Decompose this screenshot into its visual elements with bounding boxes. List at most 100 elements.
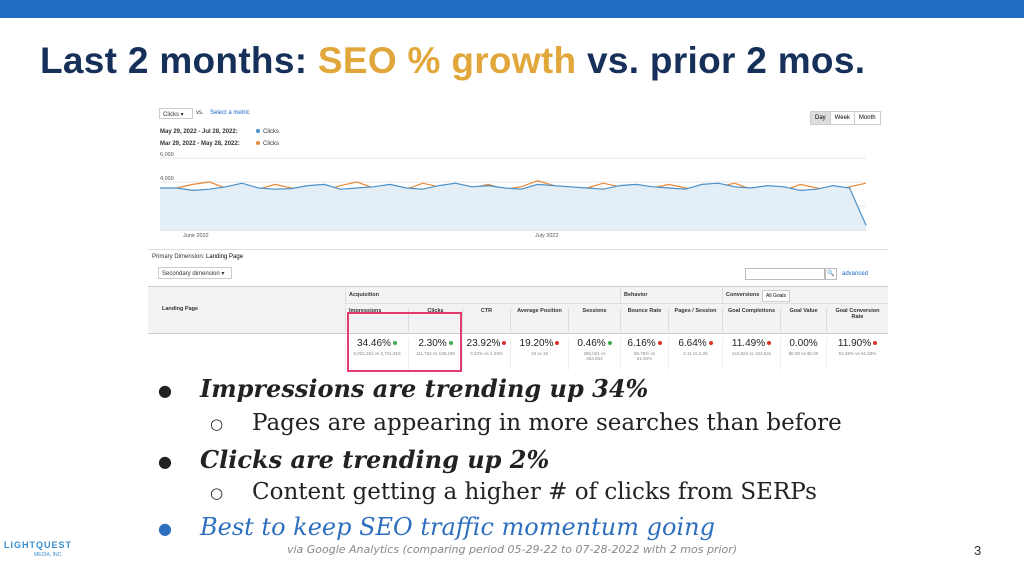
trend-dot [555,341,560,346]
sub-bullet: ○ Content getting a higher # of clicks fr… [210,479,817,505]
search-box[interactable] [745,268,825,280]
primary-dimension-label: Primary Dimension: [152,254,205,260]
metric-detail: 2.11 vs 2.26 [683,351,708,356]
logo-sub: MEDIA, INC. [34,552,63,558]
period-button[interactable]: Week [829,111,855,125]
metric-value: 11.49% [731,338,766,349]
y-tick-label: 6,000 [160,152,174,158]
column-header: Clicks [408,308,462,332]
column-header: Bounce Rate [620,308,668,332]
bullet: ● Clicks are trending up 2% [158,445,549,474]
legend-name: Clicks [263,129,279,135]
metric-detail: 3.22% vs 4.23% [470,351,503,356]
search-button[interactable]: 🔍 [825,268,837,280]
column-header: Goal Conversion Rate [826,308,888,332]
metric-row: 0.46% [569,338,620,349]
trend-dot [448,341,453,346]
metric-detail: 144,823 vs 163,631 [731,351,772,356]
metric-cell: 6.16% 65.76% vs 61.94% [620,338,668,370]
sub-bullet: ○ Pages are appearing in more searches th… [210,410,842,436]
sub-text: Content getting a higher # of clicks fro… [252,479,817,505]
primary-dimension[interactable]: Landing Page [206,254,244,260]
metric-cell: 0.46% 266,021 vs 264,803 [568,338,620,370]
trend-dot [708,341,713,346]
secondary-dimension[interactable]: Secondary dimension ▾ [158,267,232,279]
trend-dot [767,341,772,346]
sub-marker: ○ [210,415,224,433]
footer: via Google Analytics (comparing period 0… [286,543,738,556]
bullet-marker: ● [158,519,172,538]
bullet-text: Impressions are trending up 34% [200,374,649,403]
metric-select[interactable]: Clicks ▾ [159,108,193,119]
column-header: Goal Completions [722,308,780,332]
slide-title: Last 2 months: SEO % growth vs. prior 2 … [40,40,865,82]
advanced-link[interactable]: advanced [842,271,869,277]
top-bar [0,0,1024,18]
logo: LIGHTQUEST [4,540,72,550]
trend-dot [502,341,507,346]
metric-value: 2.30% [418,338,447,349]
metric-row: 6.64% [669,338,722,349]
metric-row: 0.00% [781,338,826,349]
group-header: Behavior [620,286,722,304]
page-number: 3 [974,543,982,558]
metric-cell: 23.92% 3.22% vs 4.23% [462,338,510,370]
period-button[interactable]: Month [853,111,881,125]
metric-detail: 19 vs 16 [530,351,548,356]
column-header: Goal Value [780,308,826,332]
x-label: July 2022 [535,233,559,239]
metric-detail: 65.76% vs 61.94% [633,351,655,361]
metric-value: 6.64% [678,338,707,349]
bullet: ● Best to keep SEO traffic momentum going [158,513,715,541]
title-highlight: SEO % growth [317,40,577,81]
metric-cell: 11.49% 144,823 vs 163,631 [722,338,780,370]
legend-dot [256,141,260,145]
x-label: June 2022 [183,233,209,239]
trend-dot [873,341,878,346]
metric-cell: 11.90% 54.26% vs 61.58% [826,338,888,370]
trend-dot [392,341,397,346]
analytics-screenshot: Clicks ▾ vs. Select a metric Day Week Mont… [148,100,888,372]
metric-value: 6.16% [627,338,656,349]
metric-row: 6.16% [621,338,668,349]
data-table: Landing Page Acquisition Behavior Conversio… [148,286,888,372]
group-header: Conversions [722,286,888,304]
sub-text: Pages are appearing in more searches tha… [252,410,842,436]
metric-cell: 34.46% 5,032,151 vs 3,741,910 [345,338,408,370]
metric-cell: 19.20% 19 vs 16 [510,338,568,370]
title-part: vs. prior 2 mos. [576,40,866,81]
metric-detail: $0.00 vs $0.00 [788,351,819,356]
goals-select[interactable]: All Goals [762,290,791,302]
y-tick-label: 4,000 [160,176,174,182]
metric-value: 19.20% [519,338,554,349]
legend-range: Mar 29, 2022 - May 28, 2022: [160,141,240,147]
metric-value: 0.46% [577,338,606,349]
metric-cell: 2.30% 111,762 vs 109,249 [408,338,462,370]
sub-marker: ○ [210,484,224,502]
metric-value: 34.46% [357,338,391,349]
metric-cell: 0.00% $0.00 vs $0.00 [780,338,826,370]
metric-row: 19.20% [511,338,568,349]
metric-value: 23.92% [466,338,501,349]
column-header: Impressions [345,308,408,332]
metric-value: 11.90% [837,338,872,349]
title-part: Last 2 months: [40,40,318,81]
column-header: Pages / Session [668,308,722,332]
period-button[interactable]: Day [810,111,831,125]
metric-row: 23.92% [463,338,510,349]
metric-cell: 6.64% 2.11 vs 2.26 [668,338,722,370]
metric-detail: 266,021 vs 264,803 [583,351,606,361]
bullet-text: Clicks are trending up 2% [200,445,550,474]
area [160,183,866,230]
column-header: CTR [462,308,510,332]
legend-dot [256,129,260,133]
metric-detail: 5,032,151 vs 3,741,910 [353,351,401,356]
metric-row: 11.49% [723,338,780,349]
bullet-marker: ● [158,452,172,471]
divider [148,249,888,250]
bullet: ● Impressions are trending up 34% [158,374,648,403]
column-header: Average Position [510,308,568,332]
select-metric[interactable]: Select a metric [210,110,250,116]
secondary-label: Secondary dimension [162,271,220,277]
